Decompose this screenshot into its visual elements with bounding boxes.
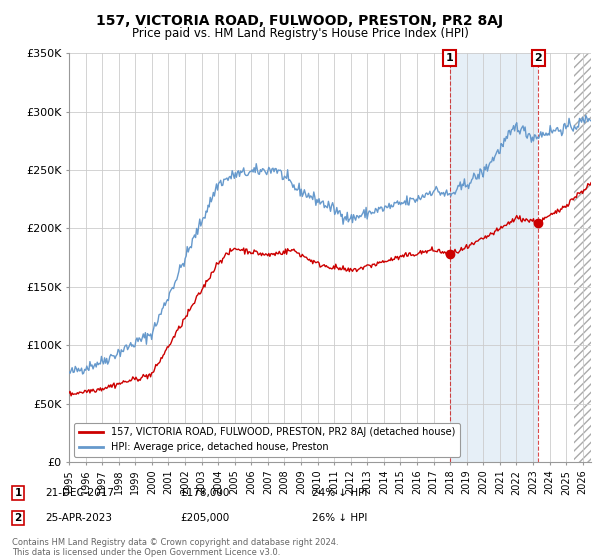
Text: 1: 1 xyxy=(14,488,22,498)
Legend: 157, VICTORIA ROAD, FULWOOD, PRESTON, PR2 8AJ (detached house), HPI: Average pri: 157, VICTORIA ROAD, FULWOOD, PRESTON, PR… xyxy=(74,423,460,457)
Text: 2: 2 xyxy=(14,513,22,523)
Text: £178,000: £178,000 xyxy=(180,488,229,498)
Text: Contains HM Land Registry data © Crown copyright and database right 2024.
This d: Contains HM Land Registry data © Crown c… xyxy=(12,538,338,557)
Text: 1: 1 xyxy=(446,53,454,63)
Bar xyxy=(449,53,538,462)
Text: Price paid vs. HM Land Registry's House Price Index (HPI): Price paid vs. HM Land Registry's House … xyxy=(131,27,469,40)
Text: £205,000: £205,000 xyxy=(180,513,229,523)
Text: 2: 2 xyxy=(535,53,542,63)
Text: 21-DEC-2017: 21-DEC-2017 xyxy=(45,488,114,498)
Text: 25-APR-2023: 25-APR-2023 xyxy=(45,513,112,523)
Text: 157, VICTORIA ROAD, FULWOOD, PRESTON, PR2 8AJ: 157, VICTORIA ROAD, FULWOOD, PRESTON, PR… xyxy=(97,14,503,28)
Text: 26% ↓ HPI: 26% ↓ HPI xyxy=(312,513,367,523)
Bar xyxy=(574,53,591,462)
Bar xyxy=(574,53,591,462)
Text: 24% ↓ HPI: 24% ↓ HPI xyxy=(312,488,367,498)
